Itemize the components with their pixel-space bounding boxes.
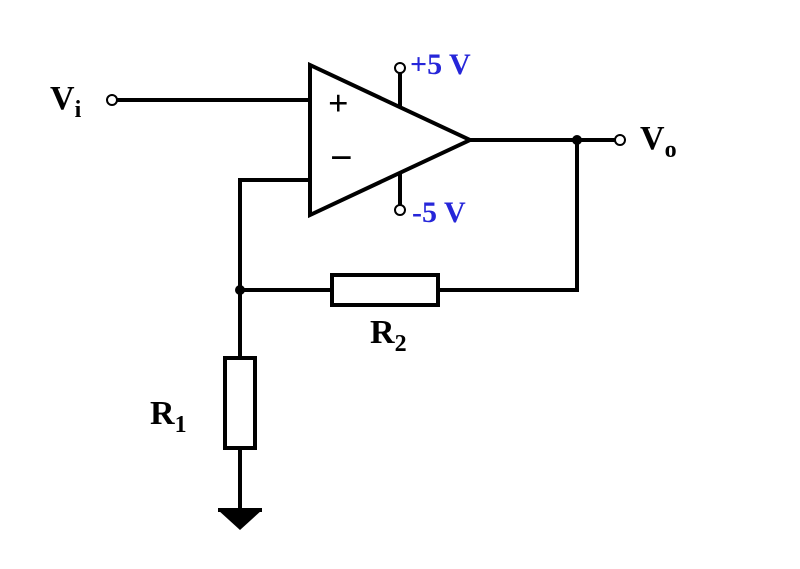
vneg-label: -5 V [412,196,466,230]
circuit-diagram [0,0,800,569]
vi-label: Vi [50,80,81,124]
r1-label: R1 [150,395,187,439]
r2-label: R2 [370,314,407,358]
opamp-plus: + [328,82,349,124]
opamp-minus: − [330,148,353,168]
vo-label: Vo [640,120,677,164]
vpos-label: +5 V [410,48,471,82]
